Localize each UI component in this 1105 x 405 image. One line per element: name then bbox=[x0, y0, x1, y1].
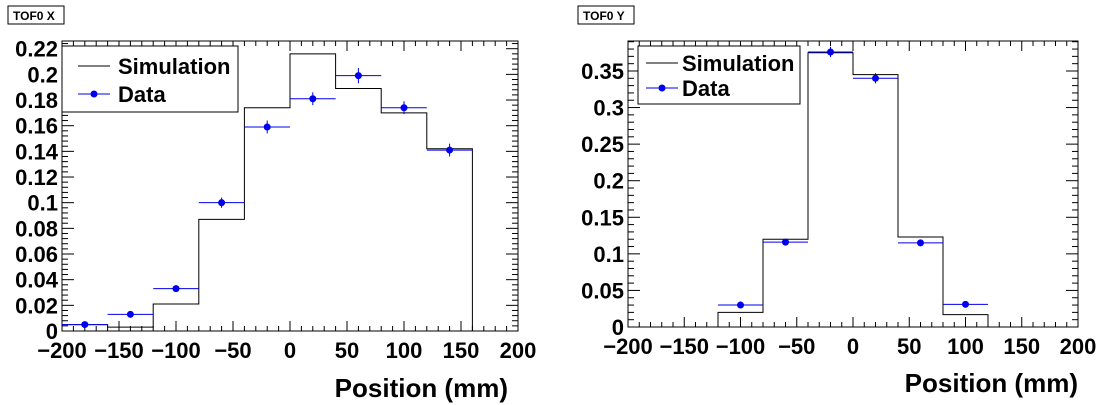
chart-panel-tof0-y: TOF0 Y −200 −150 −100 −50 0 50 100 150 200 0 0.05 0… bbox=[577, 5, 1097, 398]
x-axis-title: Position (mm) bbox=[905, 368, 1078, 398]
data-point bbox=[763, 238, 808, 246]
axes: −200 −150 −100 −50 0 50 100 150 200 0 0.05 0.1 0.15 0… bbox=[581, 40, 1097, 359]
y-tick-label: 0.25 bbox=[581, 132, 624, 157]
data-point bbox=[898, 239, 943, 247]
data-marker bbox=[126, 310, 134, 318]
legend-data-marker bbox=[90, 90, 98, 98]
x-tick-label: 50 bbox=[335, 338, 359, 363]
data-points bbox=[62, 67, 473, 329]
x-tick-label: −150 bbox=[659, 334, 709, 359]
x-tick-label: 50 bbox=[897, 334, 921, 359]
legend-data-marker bbox=[658, 84, 666, 92]
data-marker bbox=[737, 301, 744, 309]
legend: Simulation Data bbox=[61, 45, 239, 113]
data-point bbox=[335, 67, 382, 84]
data-point bbox=[244, 120, 290, 134]
y-tick-label: 0.18 bbox=[15, 88, 58, 113]
data-marker bbox=[917, 239, 924, 247]
data-point bbox=[808, 46, 853, 58]
data-point bbox=[290, 92, 336, 106]
chart-title: TOF0 Y bbox=[583, 9, 625, 23]
data-marker bbox=[782, 238, 789, 246]
data-marker bbox=[827, 48, 834, 56]
data-point bbox=[853, 73, 898, 84]
data-marker bbox=[172, 285, 180, 293]
x-tick-label: 200 bbox=[1060, 334, 1097, 359]
data-point bbox=[198, 197, 245, 208]
data-marker bbox=[354, 72, 362, 80]
chart-title: TOF0 X bbox=[13, 9, 55, 23]
y-tick-label: 0.06 bbox=[15, 242, 58, 267]
data-marker bbox=[81, 321, 89, 329]
x-tick-label: 200 bbox=[500, 338, 537, 363]
y-tick-label: 0.3 bbox=[593, 96, 624, 121]
chart-title-box bbox=[7, 5, 65, 25]
x-tick-label: −200 bbox=[37, 338, 87, 363]
x-tick-label: 150 bbox=[443, 338, 480, 363]
x-tick-label: 150 bbox=[1003, 334, 1040, 359]
legend-label-simulation: Simulation bbox=[682, 51, 794, 76]
x-axis-title: Position (mm) bbox=[335, 373, 508, 403]
data-marker bbox=[446, 146, 454, 154]
y-tick-label: 0.2 bbox=[593, 169, 624, 194]
x-tick-label: −100 bbox=[716, 334, 766, 359]
legend-label-data: Data bbox=[118, 82, 166, 107]
x-tick-label: −150 bbox=[94, 338, 144, 363]
chart-panel-tof0-x: TOF0 X −200 −150 −100 −50 0 50 100 150 20000.020… bbox=[7, 5, 536, 403]
x-tick-label: 100 bbox=[386, 338, 423, 363]
data-marker bbox=[872, 74, 879, 82]
data-marker bbox=[962, 300, 969, 308]
y-tick-label: 0.1 bbox=[593, 242, 624, 267]
axes: −200 −150 −100 −50 0 50 100 150 20000.020.040.06… bbox=[15, 37, 536, 363]
y-tick-label: 0.14 bbox=[15, 139, 59, 164]
y-tick-label: 0.15 bbox=[581, 205, 624, 230]
y-tick-label: 0.05 bbox=[581, 278, 624, 303]
x-tick-label: 0 bbox=[847, 334, 859, 359]
data-point bbox=[718, 301, 763, 309]
simulation-histogram bbox=[61, 53, 473, 331]
legend-box bbox=[637, 45, 801, 105]
y-tick-label: 0.1 bbox=[27, 191, 58, 216]
x-tick-label: −50 bbox=[214, 338, 251, 363]
x-tick-label: 100 bbox=[947, 334, 984, 359]
data-point bbox=[943, 300, 988, 308]
y-tick-label: 0.35 bbox=[581, 59, 624, 84]
y-tick-label: 0.22 bbox=[15, 37, 58, 62]
data-point bbox=[381, 101, 427, 115]
y-tick-label: 0.12 bbox=[15, 165, 58, 190]
x-tick-label: 0 bbox=[284, 338, 296, 363]
legend-label-simulation: Simulation bbox=[118, 54, 230, 79]
y-tick-label: 0 bbox=[46, 319, 58, 344]
data-point bbox=[107, 310, 154, 318]
x-tick-label: −200 bbox=[603, 334, 653, 359]
data-points bbox=[718, 46, 988, 309]
legend: Simulation Data bbox=[637, 45, 801, 105]
legend-label-data: Data bbox=[682, 76, 730, 101]
data-point bbox=[426, 143, 473, 157]
data-marker bbox=[400, 104, 408, 112]
chart-title-box bbox=[577, 5, 635, 25]
simulation-step-line bbox=[61, 53, 473, 331]
simulation-histogram bbox=[717, 52, 989, 327]
data-marker bbox=[263, 123, 271, 131]
y-tick-label: 0.2 bbox=[27, 62, 58, 87]
x-tick-label: −50 bbox=[778, 334, 815, 359]
y-tick-label: 0.08 bbox=[15, 216, 58, 241]
data-point bbox=[62, 321, 108, 329]
y-tick-label: 0.02 bbox=[15, 293, 58, 318]
legend-box bbox=[61, 45, 239, 113]
y-tick-label: 0.16 bbox=[15, 114, 58, 139]
x-tick-label: −100 bbox=[151, 338, 201, 363]
data-marker bbox=[218, 199, 226, 207]
data-point bbox=[153, 285, 199, 293]
y-tick-label: 0.04 bbox=[15, 268, 59, 293]
simulation-step-line bbox=[717, 52, 989, 327]
data-marker bbox=[309, 95, 317, 103]
y-tick-label: 0 bbox=[612, 315, 624, 340]
